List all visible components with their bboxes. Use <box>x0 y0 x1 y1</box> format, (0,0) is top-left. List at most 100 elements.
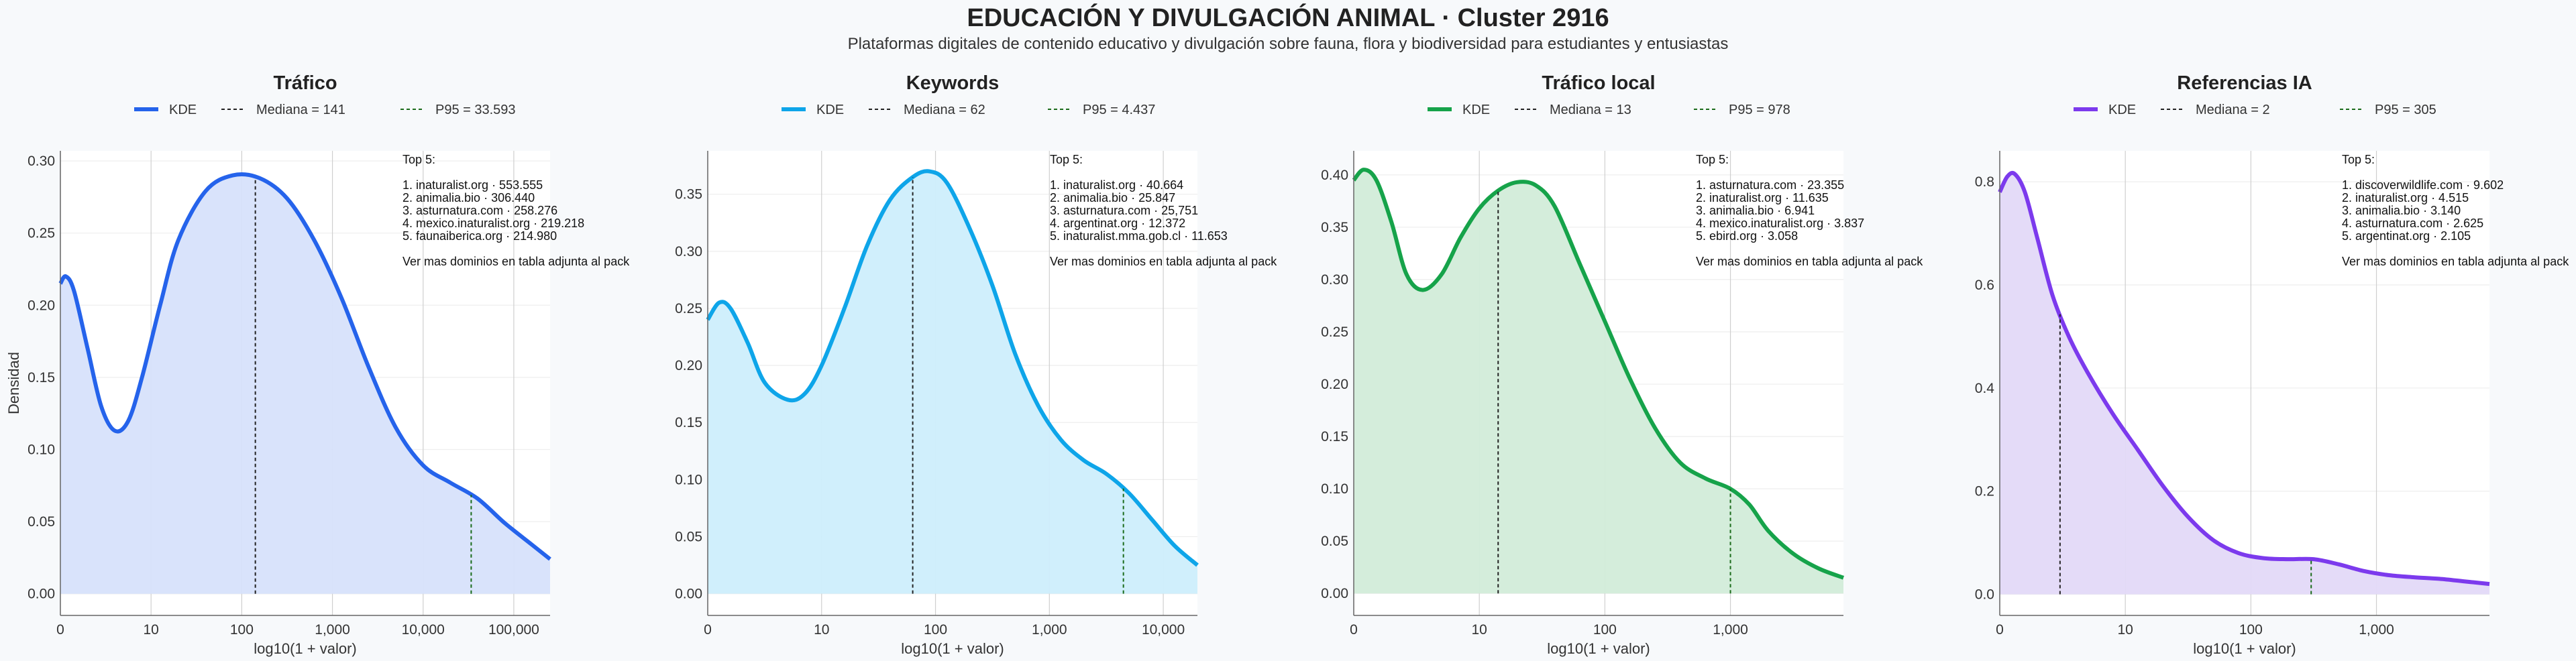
y-tick-label: 0.10 <box>1321 481 1348 497</box>
y-tick-label: 0.8 <box>1975 174 1994 190</box>
x-tick-label: 100 <box>924 622 947 638</box>
top5-item: 3. asturnatura.com · 258.276 <box>402 204 557 217</box>
x-tick-label: 10 <box>2117 622 2133 638</box>
y-tick-label: 0.20 <box>1321 377 1348 392</box>
y-tick-label: 0.20 <box>28 298 55 313</box>
x-tick-label: 0 <box>56 622 64 638</box>
y-tick-label: 0.15 <box>1321 429 1348 444</box>
y-tick-label: 0.35 <box>675 187 702 202</box>
y-tick-label: 0.25 <box>675 301 702 316</box>
legend-kde-label: KDE <box>1462 103 1490 117</box>
kde-area <box>708 171 1197 594</box>
x-tick-label: 10,000 <box>402 622 445 638</box>
kde-area <box>60 174 550 594</box>
kde-line <box>58 172 551 561</box>
y-tick-label: 0.00 <box>28 587 55 602</box>
x-tick-label: 0 <box>704 622 712 638</box>
legend-kde-label: KDE <box>816 103 844 117</box>
panel-2: 0.00 0.05 0.10 0.15 0.20 0.25 0.30 0.35 0 10 100 1,… <box>675 72 1277 657</box>
top5-item: 1. inaturalist.org · 40.664 <box>1050 178 1183 192</box>
x-tick-label: 1,000 <box>1032 622 1067 638</box>
legend-p95-label: P95 = 978 <box>1729 103 1790 117</box>
top5-item: 5. argentinat.org · 2.105 <box>2342 229 2471 243</box>
top5-item: 3. asturnatura.com · 25,751 <box>1050 204 1198 217</box>
y-tick-label: 0.05 <box>675 530 702 545</box>
figure-title: EDUCACIÓN Y DIVULGACIÓN ANIMAL · Cluster… <box>967 4 1609 32</box>
x-axis-label: log10(1 + valor) <box>2193 640 2296 657</box>
top5-header: Top 5: <box>1696 153 1729 166</box>
panel-title: Tráfico local <box>1542 72 1655 94</box>
y-tick-label: 0.2 <box>1975 484 1994 499</box>
legend-kde-label: KDE <box>2108 103 2136 117</box>
top5-item: 4. mexico.inaturalist.org · 219.218 <box>402 217 584 230</box>
x-axis-label: log10(1 + valor) <box>901 640 1004 657</box>
top5-item: 2. animalia.bio · 25.847 <box>1050 191 1175 204</box>
y-axis-label: Densidad <box>5 352 22 414</box>
top5-item: 1. discoverwildlife.com · 9.602 <box>2342 178 2504 192</box>
panel-title: Tráfico <box>273 72 337 94</box>
x-tick-label: 1,000 <box>1713 622 1748 638</box>
y-tick-label: 0.30 <box>1321 272 1348 288</box>
top5-footer: Ver mas dominios en tabla adjunta al pac… <box>1050 255 1277 268</box>
x-tick-label: 10,000 <box>1142 622 1185 638</box>
panel-4: 0.0 0.2 0.4 0.6 0.8 0 10 100 1,000 log10(1 + valo… <box>1975 72 2569 657</box>
y-tick-label: 0.20 <box>675 358 702 373</box>
legend-kde-label: KDE <box>169 103 197 117</box>
y-tick-label: 0.0 <box>1975 587 1994 602</box>
y-tick-label: 0.15 <box>675 415 702 430</box>
legend-median-label: Mediana = 141 <box>256 103 345 117</box>
top5-item: 4. argentinat.org · 12.372 <box>1050 217 1185 230</box>
figure-subtitle: Plataformas digitales de contenido educa… <box>847 35 1729 53</box>
top5-item: 2. inaturalist.org · 11.635 <box>1696 191 1829 204</box>
top5-header: Top 5: <box>402 153 435 166</box>
legend-median-label: Mediana = 2 <box>2196 103 2270 117</box>
panel-title: Keywords <box>906 72 1000 94</box>
panel-3: 0.00 0.05 0.10 0.15 0.20 0.25 0.30 0.35 0.40 0 10 1… <box>1321 72 1923 657</box>
top5-footer: Ver mas dominios en tabla adjunta al pac… <box>1696 255 1923 268</box>
kde-line <box>1998 170 2490 587</box>
x-tick-label: 10 <box>1471 622 1487 638</box>
top5-item: 1. asturnatura.com · 23.355 <box>1696 178 1844 192</box>
x-tick-label: 0 <box>1996 622 2004 638</box>
y-tick-label: 0.25 <box>1321 324 1348 340</box>
x-tick-label: 100,000 <box>488 622 539 638</box>
y-tick-label: 0.35 <box>1321 220 1348 235</box>
top5-footer: Ver mas dominios en tabla adjunta al pac… <box>2342 255 2569 268</box>
x-tick-label: 1,000 <box>315 622 350 638</box>
top5-item: 4. mexico.inaturalist.org · 3.837 <box>1696 217 1864 230</box>
y-tick-label: 0.15 <box>28 370 55 385</box>
top5-header: Top 5: <box>2342 153 2375 166</box>
top5-footer: Ver mas dominios en tabla adjunta al pac… <box>402 255 630 268</box>
top5-item: 2. inaturalist.org · 4.515 <box>2342 191 2469 204</box>
top5-item: 5. faunaiberica.org · 214.980 <box>402 229 557 243</box>
y-tick-label: 0.4 <box>1975 381 1995 396</box>
legend-p95-label: P95 = 4.437 <box>1083 103 1155 117</box>
legend-median-label: Mediana = 62 <box>904 103 985 117</box>
top5-item: 3. animalia.bio · 3.140 <box>2342 204 2461 217</box>
kde-line <box>706 169 1199 567</box>
top5-item: 5. ebird.org · 3.058 <box>1696 229 1798 243</box>
top5-item: 5. inaturalist.mma.gob.cl · 11.653 <box>1050 229 1228 243</box>
top5-item: 3. animalia.bio · 6.941 <box>1696 204 1815 217</box>
top5-item: 4. asturnatura.com · 2.625 <box>2342 217 2483 230</box>
y-tick-label: 0.25 <box>28 226 55 241</box>
y-tick-label: 0.05 <box>1321 534 1348 549</box>
y-tick-label: 0.00 <box>1321 586 1348 601</box>
panel-title: Referencias IA <box>2177 72 2312 94</box>
top5-item: 1. inaturalist.org · 553.555 <box>402 178 543 192</box>
x-axis-label: log10(1 + valor) <box>1547 640 1650 657</box>
legend-p95-label: P95 = 33.593 <box>435 103 516 117</box>
kde-line <box>1352 168 1845 580</box>
x-tick-label: 100 <box>1593 622 1617 638</box>
panel-1: 0.00 0.05 0.10 0.15 0.20 0.25 0.30 0 10 100 1,000 1… <box>5 72 630 657</box>
x-axis-label: log10(1 + valor) <box>254 640 356 657</box>
legend-p95-label: P95 = 305 <box>2375 103 2436 117</box>
y-tick-label: 0.30 <box>28 154 55 169</box>
y-tick-label: 0.6 <box>1975 278 1994 293</box>
y-tick-label: 0.40 <box>1321 168 1348 183</box>
y-tick-label: 0.10 <box>675 472 702 487</box>
y-tick-label: 0.05 <box>28 514 55 530</box>
y-tick-label: 0.00 <box>675 587 702 602</box>
y-tick-label: 0.30 <box>675 244 702 259</box>
